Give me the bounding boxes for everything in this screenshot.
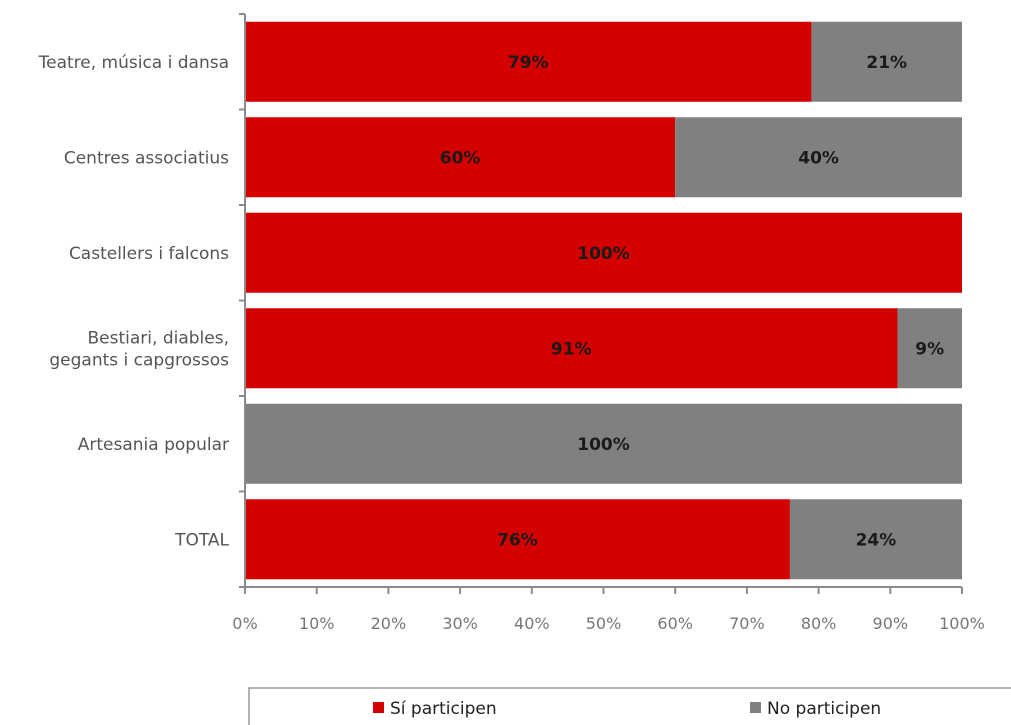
x-tick-label-1: 10% [299, 614, 335, 633]
bar-si-2 [245, 212, 962, 293]
x-tick-label-2: 20% [371, 614, 407, 633]
data-label-si-2: 100% [577, 244, 630, 264]
legend: Sí participen No participen [248, 687, 1011, 725]
category-label-2: Castellers i falcons [69, 244, 229, 264]
bar-si-5 [245, 499, 790, 580]
bar-si-1 [245, 117, 676, 198]
bar-no-0 [811, 21, 962, 102]
x-tick-label-3: 30% [442, 614, 478, 633]
data-label-si-0: 79% [508, 53, 549, 73]
x-tick-label-6: 60% [657, 614, 693, 633]
x-tick-label-9: 90% [873, 614, 909, 633]
category-label-5: TOTAL [174, 530, 229, 550]
category-label-0: Teatre, música i dansa [38, 53, 229, 73]
data-label-no-4: 100% [577, 435, 630, 455]
bar-no-1 [675, 117, 962, 198]
plot-area: 79% 21% Teatre, música i dansa 60% 40% Centre… [38, 13, 985, 633]
x-tick-label-0: 0% [232, 614, 257, 633]
legend-swatch-si [373, 702, 384, 713]
data-label-si-5: 76% [497, 530, 538, 550]
x-tick-label-8: 80% [801, 614, 837, 633]
category-label-4: Artesania popular [78, 435, 229, 455]
legend-label-si: Sí participen [390, 699, 497, 719]
data-label-no-5: 24% [856, 530, 897, 550]
legend-swatch-no [750, 702, 761, 713]
x-tick-label-5: 50% [586, 614, 622, 633]
x-tick-label-4: 40% [514, 614, 550, 633]
category-label-1: Centres associatius [64, 148, 229, 168]
data-label-no-0: 21% [866, 53, 907, 73]
legend-label-no: No participen [767, 699, 881, 719]
data-label-si-1: 60% [440, 148, 481, 168]
bar-no-4 [245, 403, 962, 484]
bar-no-3 [897, 308, 962, 389]
x-tick-label-10: 100% [939, 614, 985, 633]
x-tick-label-7: 70% [729, 614, 765, 633]
data-label-no-1: 40% [798, 148, 839, 168]
bar-si-3 [245, 308, 898, 389]
bar-si-0 [245, 21, 812, 102]
data-label-si-3: 91% [551, 339, 592, 359]
legend-box [248, 687, 1011, 725]
category-label-3: Bestiari, diables, gegants i capgrossos [49, 328, 229, 370]
data-label-no-3: 9% [915, 339, 944, 359]
bar-no-5 [789, 499, 962, 580]
